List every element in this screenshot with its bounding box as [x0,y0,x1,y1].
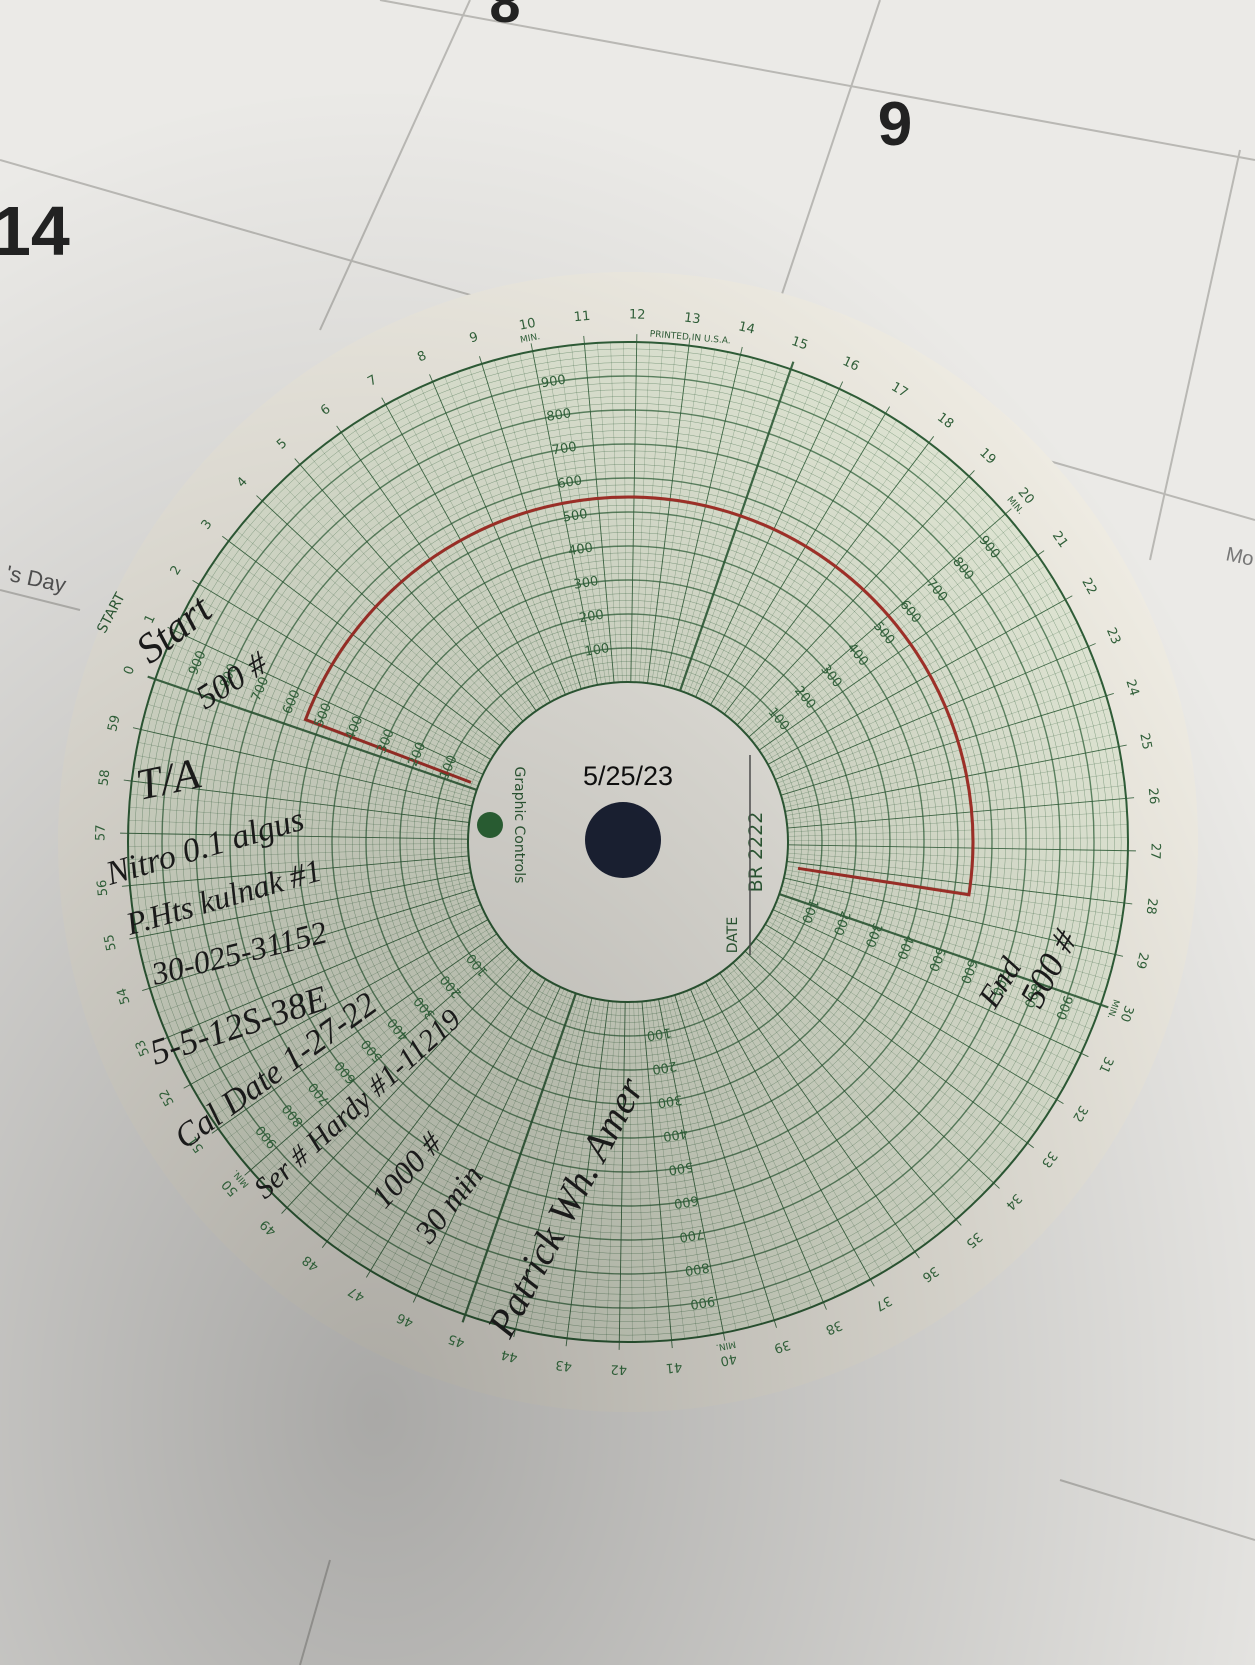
minute-label: 54 [114,986,133,1006]
hub-hole [585,802,661,878]
minute-label: 29 [1132,951,1150,970]
scale-label: 200 [578,608,605,627]
minute-label: 58 [96,769,113,787]
minute-label: 53 [133,1037,153,1058]
minute-label: 42 [610,1361,627,1376]
minute-unit: MIN. [715,1338,737,1352]
minute-label: 52 [157,1087,178,1109]
scale-label: 600 [673,1192,700,1211]
minute-label: 15 [789,334,810,354]
minute-label: 25 [1136,732,1154,751]
minute-label: 10 [518,316,537,334]
minute-label: 17 [888,380,910,401]
minute-label: 30 [1117,1003,1137,1024]
minute-label: 46 [395,1309,416,1330]
scale-label: 200 [651,1058,678,1077]
minute-label: 47 [346,1283,368,1304]
minute-label: 16 [840,354,861,375]
scale-label: 900 [689,1293,716,1312]
scale-label: 300 [656,1091,683,1110]
minute-label: 59 [105,714,123,733]
scale-label: 800 [684,1259,711,1278]
brand-logo [477,812,503,838]
minute-label: 38 [823,1317,844,1337]
minute-label: 43 [555,1357,573,1374]
scale-label: 500 [667,1158,694,1177]
minute-label: 13 [683,310,701,327]
minute-label: 11 [573,309,591,325]
minute-label: 23 [1103,626,1123,647]
minute-label: 24 [1122,678,1141,698]
minute-label: 28 [1143,897,1160,915]
minute-label: 26 [1145,787,1161,805]
calendar-date: 14 [0,192,70,270]
scale-label: 100 [646,1024,673,1043]
minute-label: 37 [873,1292,895,1313]
minute-unit: MIN. [519,332,541,346]
minute-label: 22 [1078,576,1099,598]
scale-label: 300 [573,574,600,593]
scale-label: 700 [678,1225,705,1244]
scale-label: 400 [567,540,594,559]
scale-label: 600 [556,473,583,492]
scale-label: 900 [540,373,567,392]
calendar-date: 8 [489,0,520,34]
minute-label: 27 [1147,843,1162,860]
scale-label: 400 [662,1125,689,1144]
scale-label: 500 [562,507,589,526]
minute-label: 56 [95,879,111,897]
minute-label: 44 [500,1346,519,1364]
date-label: DATE [725,917,741,953]
minute-label: 39 [772,1336,792,1355]
minute-label: 12 [629,307,646,322]
scale-label: 800 [545,406,572,425]
calendar-date: 9 [878,90,912,159]
scale-label: 700 [551,440,578,459]
minute-label: 40 [719,1350,738,1368]
brand: Graphic Controls [511,767,527,884]
center-date: 5/25/23 [583,761,673,791]
minute-label: 41 [665,1359,683,1375]
minute-label: 55 [102,933,120,952]
minute-label: 31 [1095,1054,1116,1075]
chart-number: BR 2222 [745,812,767,893]
minute-label: 32 [1069,1102,1090,1124]
minute-label: 14 [737,319,756,337]
minute-label: 45 [446,1331,467,1351]
minute-label: 57 [93,824,108,841]
scale-label: 100 [584,641,611,660]
